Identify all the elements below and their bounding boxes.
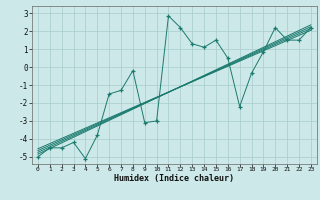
- X-axis label: Humidex (Indice chaleur): Humidex (Indice chaleur): [115, 174, 234, 183]
